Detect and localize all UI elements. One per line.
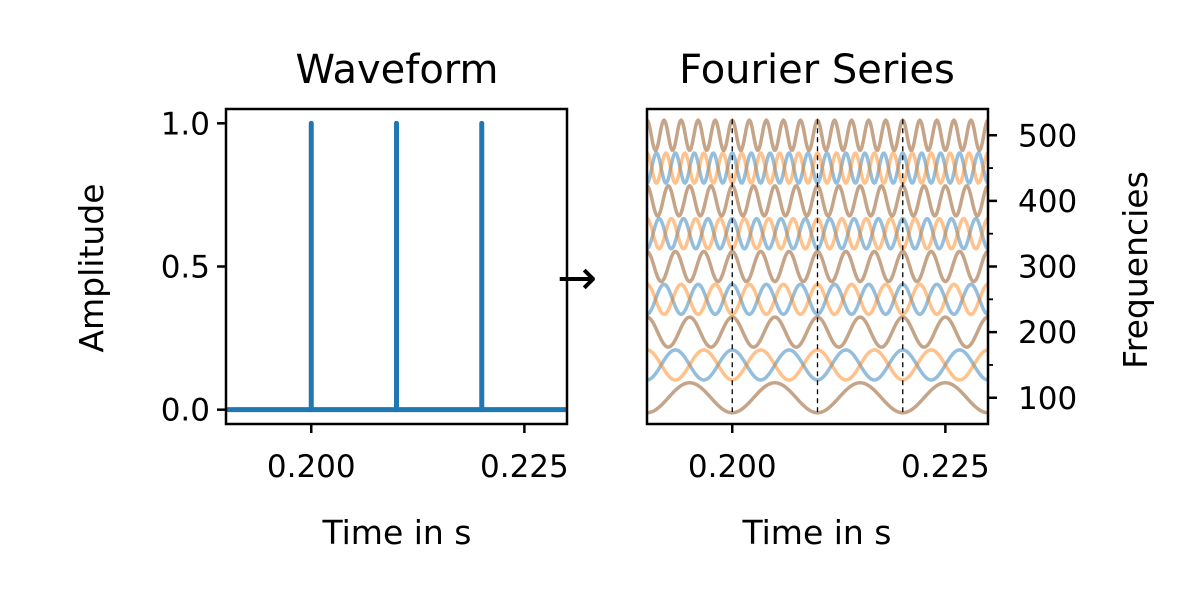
waveform-title: Waveform: [295, 47, 498, 93]
waveform-xtick-label: 0.200: [267, 449, 356, 485]
fourier-wave-200-0: [647, 315, 988, 349]
waveform-xlabel: Time in s: [321, 513, 471, 552]
fourier-ytick-label: 400: [1018, 184, 1077, 220]
fourier-panel: Fourier Series 0.200 0.225 100 200 300 400 500…: [645, 47, 1155, 552]
fourier-xlabel: Time in s: [741, 513, 891, 552]
fourier-xtick-label: 0.225: [901, 449, 990, 485]
waveform-ytick-label: 1.0: [161, 106, 210, 142]
fourier-ticks: 0.200 0.225 100 200 300 400 500: [688, 118, 1077, 485]
fourier-wave-150-1: [647, 348, 988, 382]
fourier-plot-area: [647, 117, 988, 415]
fourier-ylabel: Frequencies: [1116, 171, 1155, 369]
transform-arrow: →: [557, 250, 597, 306]
waveform-panel: Waveform 0.200 0.225 0.0 0.5 1.0 Time in s A…: [72, 47, 569, 552]
fourier-ytick-label: 200: [1018, 315, 1077, 351]
waveform-ytick-label: 0.5: [161, 250, 210, 286]
waveform-xtick-label: 0.225: [480, 449, 569, 485]
fourier-ytick-label: 300: [1018, 250, 1077, 286]
fourier-xtick-label: 0.200: [688, 449, 777, 485]
fourier-title: Fourier Series: [679, 47, 955, 93]
waveform-ticks: 0.200 0.225 0.0 0.5 1.0: [161, 106, 569, 485]
fourier-ytick-label: 500: [1018, 118, 1077, 154]
fourier-ytick-label: 100: [1018, 381, 1077, 417]
waveform-ytick-label: 0.0: [161, 393, 210, 429]
fourier-wave-100-0: [647, 381, 988, 415]
fourier-wave-450-1: [647, 150, 988, 186]
waveform-ylabel: Amplitude: [72, 183, 111, 352]
fourier-wave-500-0: [647, 117, 988, 152]
waveform-plot-area: [226, 120, 567, 413]
fourier-wave-150-0: [647, 348, 988, 382]
fourier-wave-300-0: [647, 249, 988, 284]
fourier-wave-250-0: [647, 282, 988, 317]
